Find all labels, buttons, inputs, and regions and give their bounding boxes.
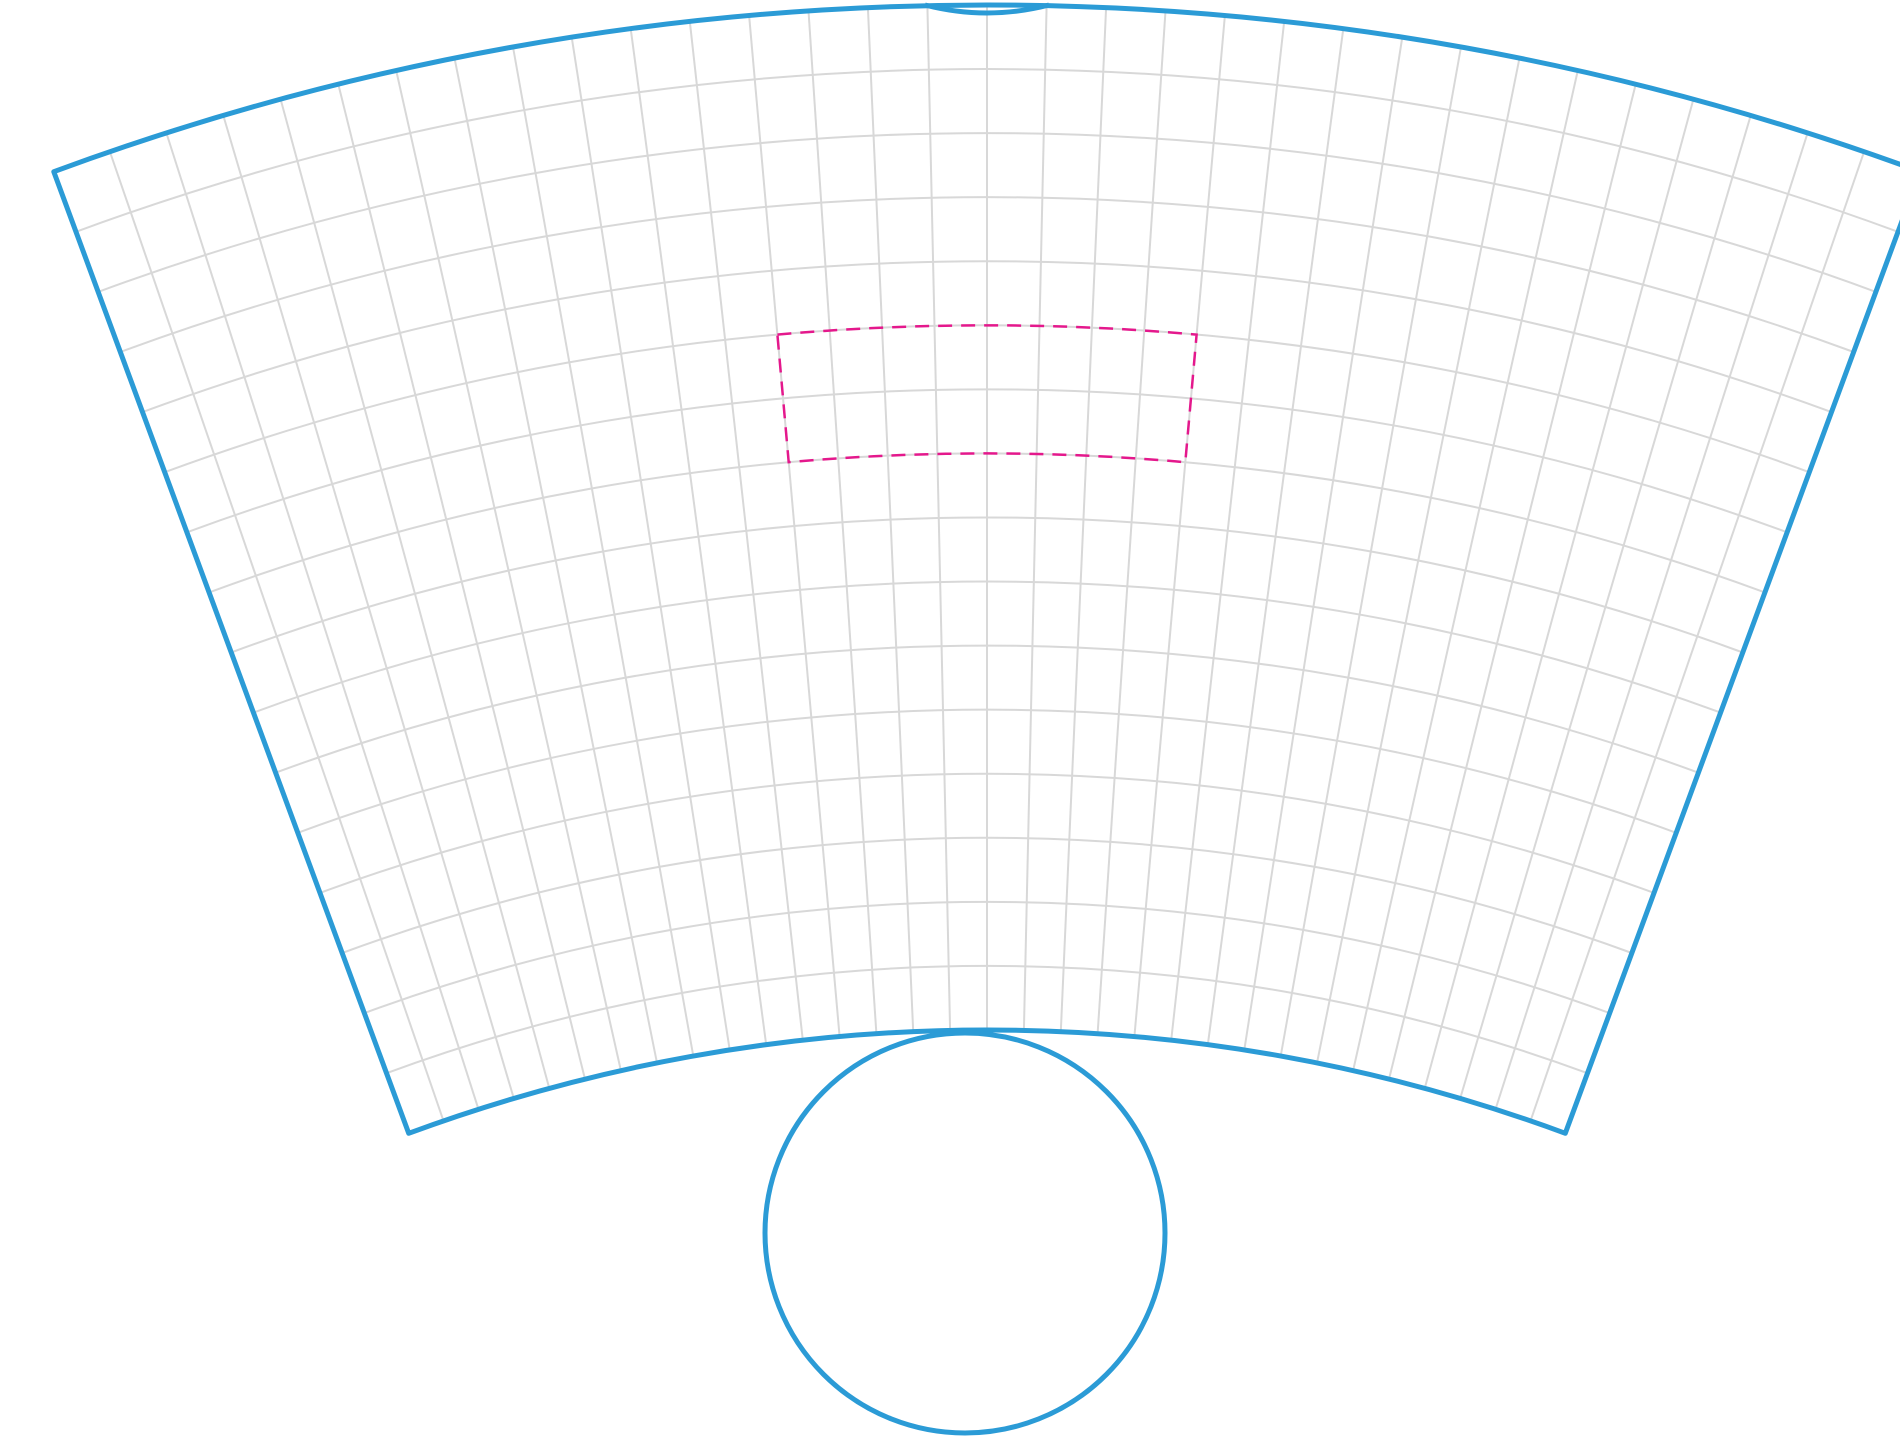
arc-grid-line — [364, 900, 1610, 1015]
grid-radial-lines — [108, 5, 1866, 1122]
arc-grid-line — [253, 580, 1721, 714]
arc-grid-line — [319, 772, 1655, 894]
arc-grid-line — [341, 836, 1633, 954]
highlight-cell — [776, 324, 1198, 464]
top-tab — [924, 2, 1050, 16]
arc-grid-line — [297, 708, 1677, 834]
base-circle — [762, 1030, 1168, 1436]
arc-grid-line — [142, 260, 1832, 414]
grid-arcs — [75, 68, 1899, 1075]
arc-grid-line — [386, 964, 1588, 1075]
sleeve-outline — [51, 2, 1900, 1136]
arc-grid-line — [230, 516, 1744, 654]
arc-grid-line — [97, 132, 1877, 293]
arc-grid-line — [275, 644, 1699, 774]
arc-grid-line — [119, 196, 1855, 353]
arc-grid-line — [75, 68, 1899, 233]
arc-grid-line — [186, 388, 1788, 534]
